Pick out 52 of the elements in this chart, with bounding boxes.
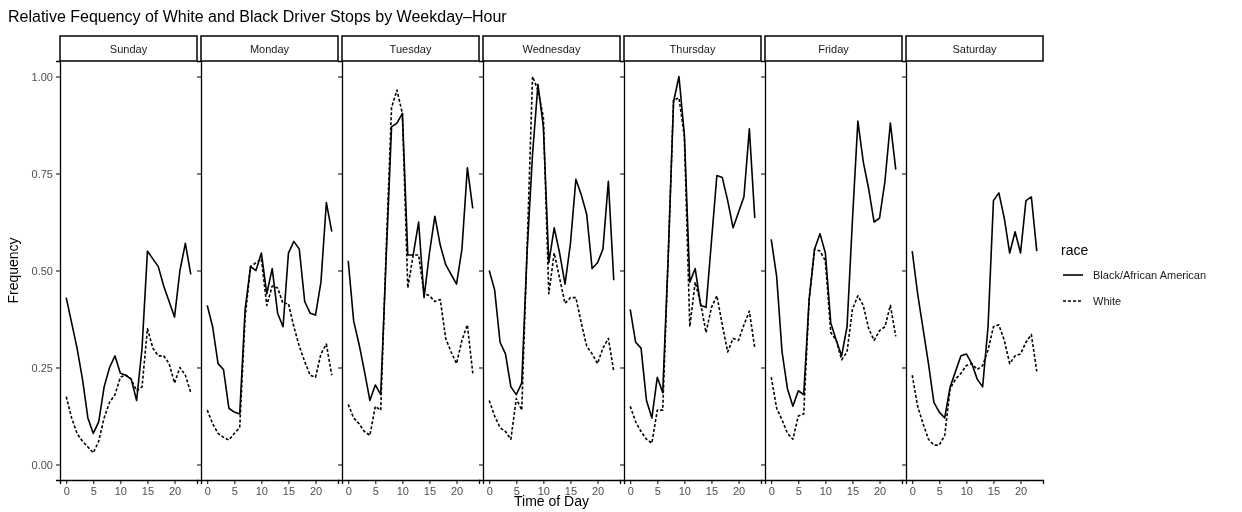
y-axis-title: Frequency — [5, 237, 21, 304]
x-tick-label: 10 — [960, 484, 973, 497]
legend-label: Black/African American — [1093, 269, 1207, 281]
x-tick-label: 10 — [537, 484, 550, 497]
y-tick-label: 0.50 — [31, 264, 53, 277]
y-tick-label: 0.00 — [31, 458, 53, 471]
x-tick-label: 0 — [627, 484, 634, 497]
x-tick-label: 20 — [732, 484, 746, 497]
y-tick-label: 0.75 — [31, 167, 53, 180]
x-tick-label: 5 — [231, 484, 238, 497]
chart-title: Thursday — [669, 42, 716, 55]
x-tick-label: 15 — [282, 484, 296, 497]
x-tick-label: 5 — [513, 484, 520, 497]
chart-title: Sunday — [109, 42, 148, 55]
x-tick-label: 20 — [873, 484, 887, 497]
chart-title: Tuesday — [389, 42, 432, 55]
y-tick-label: 1.00 — [31, 70, 53, 83]
x-tick-label: 15 — [987, 484, 1001, 497]
x-tick-label: 5 — [372, 484, 379, 497]
x-tick-label: 20 — [591, 484, 605, 497]
x-tick-label: 10 — [255, 484, 268, 497]
chart-title: Monday — [249, 42, 290, 55]
x-tick-label: 20 — [450, 484, 464, 497]
x-tick-label: 0 — [63, 484, 70, 497]
x-tick-label: 10 — [396, 484, 409, 497]
x-tick-label: 0 — [204, 484, 211, 497]
legend-title: race — [1061, 242, 1089, 258]
x-tick-label: 0 — [768, 484, 775, 497]
x-tick-label: 10 — [114, 484, 127, 497]
x-tick-label: 5 — [936, 484, 943, 497]
x-tick-label: 20 — [1014, 484, 1028, 497]
x-tick-label: 15 — [141, 484, 155, 497]
x-tick-label: 20 — [168, 484, 182, 497]
x-tick-label: 5 — [795, 484, 802, 497]
x-tick-label: 0 — [345, 484, 352, 497]
x-tick-label: 20 — [309, 484, 323, 497]
chart-title: Friday — [818, 42, 850, 55]
x-tick-label: 0 — [486, 484, 493, 497]
y-tick-label: 0.25 — [31, 361, 53, 374]
x-tick-label: 15 — [705, 484, 719, 497]
x-tick-label: 15 — [564, 484, 578, 497]
x-tick-label: 15 — [423, 484, 437, 497]
x-tick-label: 5 — [654, 484, 661, 497]
x-tick-label: 15 — [846, 484, 860, 497]
x-tick-label: 10 — [678, 484, 691, 497]
x-tick-label: 10 — [819, 484, 832, 497]
chart-title: Wednesday — [522, 42, 581, 55]
text: Relative Fequency of White and Black Driver Stops by Weekday–Hour — [8, 8, 508, 25]
legend-label: White — [1093, 295, 1122, 307]
x-tick-label: 5 — [90, 484, 97, 497]
chart-title: Saturday — [952, 42, 998, 55]
x-tick-label: 0 — [909, 484, 916, 497]
